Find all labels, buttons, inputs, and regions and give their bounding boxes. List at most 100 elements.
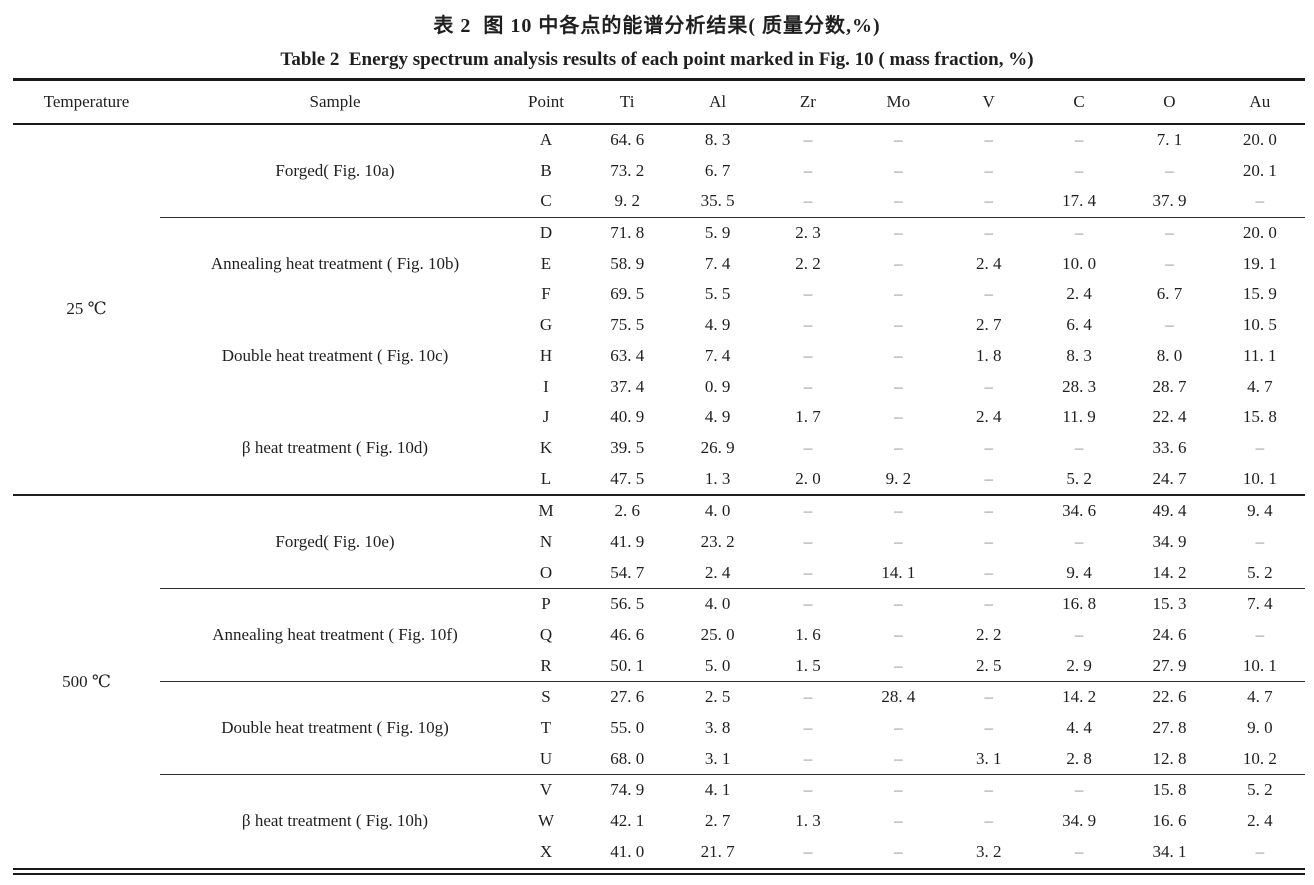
column-header-ti: Ti — [582, 78, 673, 125]
value-cell: 2. 0 — [795, 468, 821, 488]
value-cell: 22. 6 — [1124, 681, 1215, 714]
value-cell: 4. 9 — [704, 407, 731, 427]
value-cell: 0. 9 — [704, 376, 731, 396]
sample-cell: Annealing heat treatment ( Fig. 10b) — [160, 217, 510, 311]
value-cell: 23. 2 — [700, 531, 735, 551]
value-cell: 42. 1 — [610, 811, 645, 831]
value-cell: 15. 3 — [1124, 588, 1215, 620]
table-row: B 73. 2 6. 7 – – – – – 20. 1 — [13, 156, 1305, 187]
value-cell: 10. 1 — [1242, 655, 1277, 675]
value-cell: 20. 0 — [1242, 130, 1277, 149]
table-header: Temperature Sample Point Ti Al Zr Mo V C… — [13, 78, 1305, 125]
value-cell: 1. 7 — [795, 407, 821, 427]
value-cell-empty: – — [762, 681, 854, 714]
value-cell-empty: – — [894, 284, 903, 304]
value-cell-empty: – — [894, 625, 903, 644]
point-cell: K — [539, 437, 553, 457]
value-cell-empty: – — [853, 588, 944, 620]
value-cell-empty: – — [1074, 130, 1084, 149]
value-cell: 12. 8 — [1152, 748, 1187, 768]
column-header-sample: Sample — [160, 78, 510, 125]
point-cell: U — [539, 748, 553, 768]
value-cell: 4. 0 — [672, 588, 763, 620]
value-cell: 2. 2 — [795, 253, 821, 273]
table-row: β heat treatment ( Fig. 10h) V 74. 9 4. 1– –… — [13, 774, 1305, 868]
paper-page: 表 2 图 10 中各点的能谱分析结果( 质量分数,%) Table 2 Ene… — [0, 9, 1314, 885]
value-cell-empty: – — [894, 841, 903, 861]
value-cell-empty: – — [1165, 253, 1174, 273]
value-cell: 3. 1 — [975, 748, 1002, 768]
point-cell: F — [541, 284, 551, 304]
value-cell-empty: – — [984, 437, 993, 457]
value-cell-empty: – — [853, 774, 944, 807]
value-cell: 46. 6 — [610, 625, 645, 644]
value-cell-empty: – — [984, 531, 993, 551]
value-cell-empty: – — [894, 531, 903, 551]
value-cell-empty: – — [1165, 315, 1174, 335]
value-cell: 27. 9 — [1152, 655, 1187, 675]
table-row: W 42. 1 2. 7 1. 3 – – 34. 9 16. 6 2. 4 — [13, 806, 1305, 837]
value-cell-empty: – — [943, 217, 1034, 249]
value-cell-empty: – — [894, 748, 903, 768]
value-cell-empty: – — [1074, 531, 1084, 551]
value-cell-empty: – — [803, 376, 813, 396]
value-cell-empty: – — [803, 191, 813, 211]
point-cell: C — [540, 191, 552, 211]
value-cell-empty: – — [1255, 437, 1265, 457]
point-cell: Q — [539, 625, 553, 644]
table-row: β heat treatment ( Fig. 10d) J 40. 9 4. 9 1.… — [13, 402, 1305, 456]
value-cell: 69. 5 — [610, 284, 645, 304]
point-cell: N — [539, 531, 553, 551]
value-cell: 7. 4 — [1214, 588, 1305, 620]
column-header-temperature: Temperature — [13, 78, 160, 125]
value-cell: 2. 7 — [975, 315, 1002, 335]
point-cell: P — [510, 588, 582, 620]
table-row: R 50. 1 5. 0 1. 5 – 2. 5 2. 9 27. 9 10. 1 — [13, 651, 1305, 682]
value-cell: 14. 2 — [1033, 681, 1125, 714]
value-cell: 1. 5 — [795, 655, 821, 675]
value-cell: 39. 5 — [610, 437, 645, 457]
table-row: Q 46. 6 25. 0 1. 6 – 2. 2 – 24. 6 – — [13, 620, 1305, 651]
value-cell-empty: – — [894, 345, 903, 365]
value-cell: 22. 4 — [1152, 407, 1187, 427]
value-cell-empty: – — [803, 718, 813, 738]
point-cell: S — [510, 681, 582, 714]
value-cell: 7. 4 — [704, 345, 731, 365]
point-cell: R — [540, 655, 552, 675]
value-cell: 21. 7 — [700, 841, 735, 861]
value-cell: 27. 6 — [582, 681, 673, 714]
value-cell: 63. 4 — [610, 345, 645, 365]
value-cell-empty: – — [1255, 841, 1265, 861]
value-cell: 2. 4 — [1066, 284, 1092, 304]
value-cell: 10. 5 — [1242, 315, 1277, 335]
point-cell: V — [510, 774, 582, 807]
value-cell: 8. 3 — [1066, 345, 1092, 365]
value-cell: 4. 0 — [672, 494, 763, 527]
value-cell: 4. 7 — [1214, 681, 1305, 714]
value-cell-empty: – — [943, 774, 1034, 807]
value-cell-empty: – — [894, 191, 903, 211]
value-cell: 10. 1 — [1242, 468, 1277, 488]
table-row: F 69. 5 5. 5 – – – 2. 4 6. 7 15. 9 — [13, 279, 1305, 310]
value-cell: 68. 0 — [610, 748, 645, 768]
point-cell: M — [510, 494, 582, 527]
value-cell: 8. 0 — [1156, 345, 1183, 365]
value-cell: 10. 2 — [1242, 748, 1277, 768]
point-cell: T — [540, 718, 552, 738]
value-cell: 50. 1 — [610, 655, 645, 675]
value-cell: 55. 0 — [610, 718, 645, 738]
results-table: Temperature Sample Point Ti Al Zr Mo V C… — [13, 78, 1305, 868]
value-cell-empty: – — [984, 284, 993, 304]
value-cell: 34. 9 — [1152, 531, 1187, 551]
value-cell: 6. 7 — [1156, 284, 1183, 304]
value-cell: 40. 9 — [610, 407, 645, 427]
value-cell: 9. 2 — [885, 468, 912, 488]
table-row: Double heat treatment ( Fig. 10c) G 75. 5 4… — [13, 310, 1305, 364]
value-cell-empty: – — [984, 191, 993, 211]
value-cell: 9. 4 — [1066, 562, 1092, 582]
point-cell: J — [542, 407, 550, 427]
value-cell: 2. 4 — [1247, 811, 1273, 831]
value-cell-empty: – — [803, 841, 813, 861]
